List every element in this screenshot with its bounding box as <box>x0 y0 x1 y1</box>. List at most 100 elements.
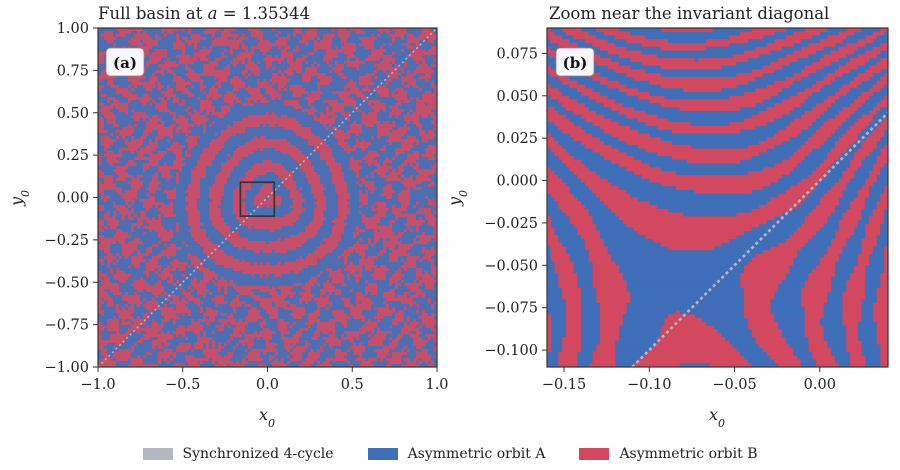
basin-cell <box>383 190 396 194</box>
basin-cell <box>98 313 102 317</box>
basin-cell <box>431 298 437 302</box>
basin-cell <box>865 295 878 300</box>
basin-cell <box>422 325 426 329</box>
basin-cell <box>245 355 261 359</box>
basin-cell <box>317 307 321 311</box>
basin-cell <box>341 334 345 338</box>
basin-cell <box>371 298 387 302</box>
basin-cell <box>816 231 836 236</box>
basin-cell <box>158 355 171 359</box>
basin-cell <box>774 216 806 221</box>
basin-cell <box>368 187 378 191</box>
basin-cell <box>857 167 874 172</box>
basin-cell <box>383 295 396 299</box>
basin-cell <box>131 82 156 86</box>
basin-cell <box>317 199 327 203</box>
basin-cell <box>266 346 276 350</box>
basin-cell <box>239 295 252 299</box>
basin-cell <box>344 73 366 77</box>
basin-cell <box>104 181 114 185</box>
basin-cell <box>278 88 282 92</box>
basin-cell <box>302 169 315 173</box>
basin-cell <box>263 37 279 41</box>
basin-cell <box>308 91 312 95</box>
basin-cell <box>850 205 866 210</box>
basin-cell <box>158 361 162 365</box>
basin-cell <box>116 37 132 41</box>
basin-cell <box>558 280 578 285</box>
basin-cell <box>137 343 153 347</box>
basin-cell <box>161 205 174 209</box>
basin-cell <box>359 226 366 230</box>
basin-cell <box>416 103 426 107</box>
basin-cell <box>131 139 144 143</box>
basin-cell <box>251 295 261 299</box>
basin-cell <box>119 241 126 245</box>
basin-cell <box>230 49 234 53</box>
basin-cell <box>341 289 351 293</box>
basin-cell <box>329 292 333 296</box>
basin-cell <box>744 306 771 311</box>
basin-cell <box>362 91 378 95</box>
basin-cell <box>140 265 147 269</box>
basin-cell <box>149 208 159 212</box>
basin-cell <box>158 97 165 101</box>
basin-cell <box>221 349 246 353</box>
basin-cell <box>191 283 207 287</box>
basin-cell <box>251 31 264 35</box>
basin-cell <box>853 31 874 36</box>
basin-cell <box>260 355 270 359</box>
basin-cell <box>311 289 321 293</box>
basin-cell <box>194 277 198 281</box>
basin-cell <box>428 337 432 341</box>
basin-cell <box>416 211 432 215</box>
basin-cell <box>209 58 216 62</box>
basin-cell <box>434 355 437 359</box>
basin-cell <box>98 130 108 134</box>
basin-cell <box>823 302 843 308</box>
basin-cell <box>407 349 411 353</box>
basin-cell <box>416 280 420 284</box>
basin-cell <box>404 49 414 53</box>
basin-cell <box>389 82 402 86</box>
basin-cell <box>422 28 432 32</box>
basin-cell <box>194 289 198 293</box>
basin-cell <box>347 217 363 221</box>
basin-cell <box>626 73 662 78</box>
basin-cell <box>389 70 399 74</box>
basin-cell <box>356 43 360 47</box>
basin-cell <box>125 112 129 116</box>
y-tick-label: 0.00 <box>57 191 89 207</box>
basin-cell <box>152 229 156 233</box>
basin-cell <box>290 85 303 89</box>
basin-cell <box>98 220 105 224</box>
basin-cell <box>386 277 390 281</box>
basin-cell <box>736 212 783 217</box>
basin-cell <box>302 355 309 359</box>
basin-cell <box>119 256 123 260</box>
basin-cell <box>167 244 171 248</box>
basin-cell <box>308 139 324 143</box>
basin-cell <box>104 145 111 149</box>
basin-cell <box>728 35 764 40</box>
basin-cell <box>350 157 354 161</box>
basin-cell <box>808 95 828 100</box>
basin-cell <box>206 94 222 98</box>
basin-cell <box>377 118 405 122</box>
basin-cell <box>374 271 387 275</box>
basin-cell <box>116 136 120 140</box>
basin-cell <box>98 103 105 107</box>
basin-cell <box>311 220 324 224</box>
basin-cell <box>215 325 225 329</box>
basin-cell <box>125 214 129 218</box>
basin-cell <box>362 118 378 122</box>
basin-cell <box>116 202 126 206</box>
basin-cell <box>869 186 885 191</box>
basin-cell <box>269 229 276 233</box>
basin-cell <box>422 289 437 293</box>
basin-cell <box>338 94 351 98</box>
basin-cell <box>188 184 201 188</box>
basin-cell <box>218 286 222 290</box>
basin-cell <box>353 364 360 367</box>
basin-cell <box>592 50 609 55</box>
